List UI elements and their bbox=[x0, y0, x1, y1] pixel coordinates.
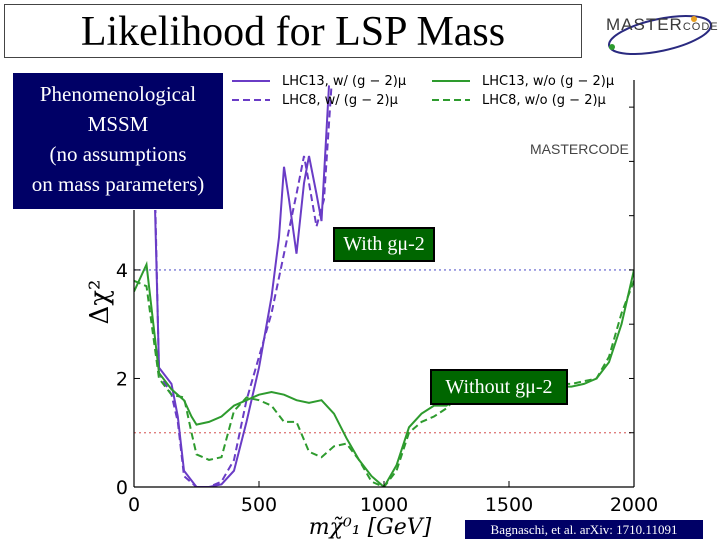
note-line-4: on mass parameters) bbox=[31, 172, 205, 196]
y-tick-label: 4 bbox=[116, 260, 128, 282]
legend-label-2: LHC8, w/ (g − 2)μ bbox=[282, 93, 398, 108]
slide-title: Likelihood for LSP Mass bbox=[80, 9, 506, 55]
legend-label-3: LHC13, w/o (g − 2)μ bbox=[482, 74, 614, 89]
title-box: Likelihood for LSP Mass bbox=[4, 4, 582, 58]
logo-text-small: CODE bbox=[682, 21, 719, 33]
note-line-3: (no assumptions bbox=[49, 142, 187, 166]
without-gmu-annotation: Without gμ-2 bbox=[430, 369, 568, 405]
note-line-1: Phenomenological bbox=[39, 82, 197, 106]
y-axis-label: Δχ² bbox=[85, 280, 115, 325]
chart-watermark: MASTERCODE bbox=[530, 141, 629, 157]
x-tick-label: 1000 bbox=[360, 494, 408, 516]
legend-label-4: LHC8, w/o (g − 2)μ bbox=[482, 93, 606, 108]
legend-label-1: LHC13, w/ (g − 2)μ bbox=[282, 74, 406, 89]
note-line-2: MSSM bbox=[87, 112, 149, 136]
y-tick-label: 0 bbox=[116, 477, 128, 499]
x-tick-label: 0 bbox=[128, 494, 140, 516]
series-line-4 bbox=[134, 279, 634, 487]
x-tick-label: 2000 bbox=[610, 494, 658, 516]
series-line-2 bbox=[148, 85, 333, 487]
x-axis-label: mχ̃⁰₁ [GeV] bbox=[309, 515, 432, 540]
series-line-1 bbox=[148, 85, 330, 487]
logo-orbit-graphic bbox=[608, 14, 712, 56]
x-tick-label: 500 bbox=[241, 494, 277, 516]
assumptions-note: Phenomenological MSSM (no assumptions on… bbox=[12, 72, 224, 210]
logo-text: MASTER bbox=[606, 15, 683, 34]
mastercode-logo: MASTERCODE bbox=[594, 3, 719, 61]
x-tick-label: 1500 bbox=[485, 494, 533, 516]
with-gmu-annotation: With gμ-2 bbox=[333, 227, 435, 262]
y-tick-label: 2 bbox=[116, 368, 128, 390]
citation-badge: Bagnaschi, et al. arXiv: 1710.11091 bbox=[464, 519, 704, 540]
